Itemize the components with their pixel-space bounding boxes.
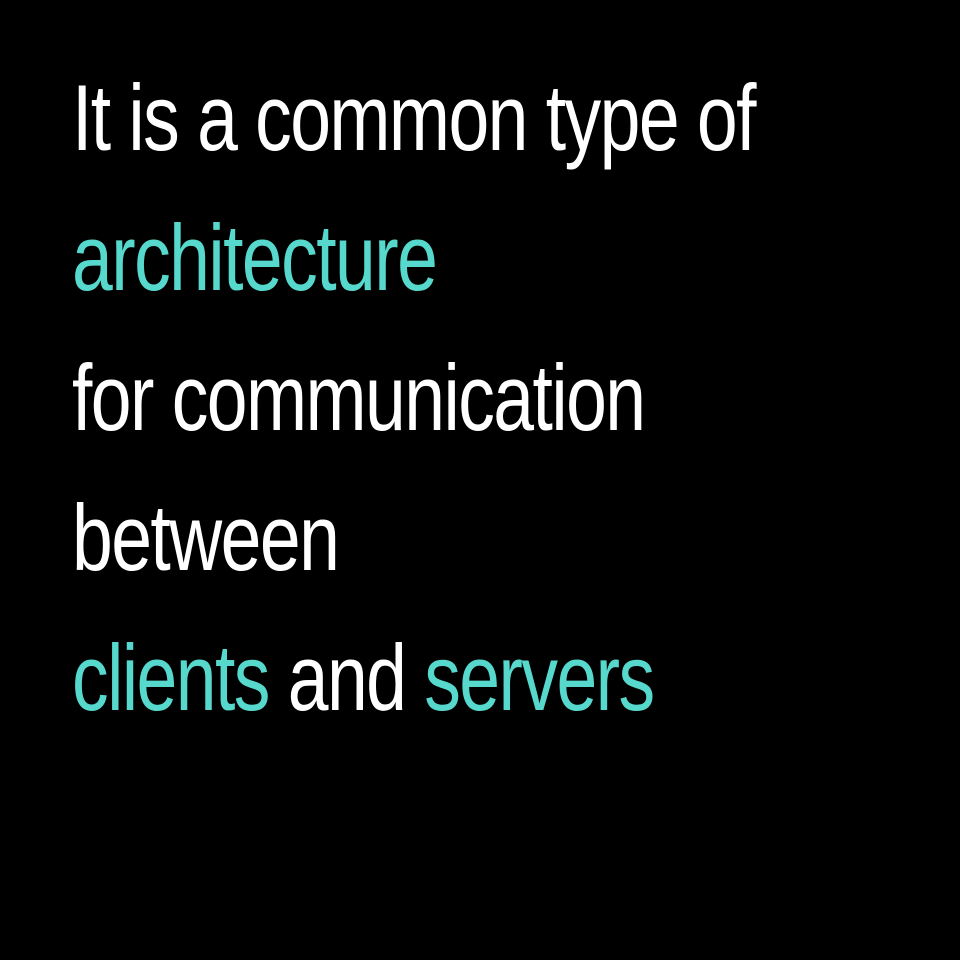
clients-highlight: clients bbox=[72, 625, 270, 730]
line-3: for communication bbox=[72, 345, 646, 450]
line-4: between bbox=[72, 485, 340, 590]
line-1: It is a common type of bbox=[72, 65, 756, 170]
line-2-highlight: architecture bbox=[72, 205, 438, 310]
quote-text: It is a common type of architecture for … bbox=[72, 48, 920, 748]
servers-highlight: servers bbox=[424, 625, 655, 730]
line-5: clients and servers bbox=[72, 608, 733, 748]
connector-text: and bbox=[268, 625, 425, 730]
